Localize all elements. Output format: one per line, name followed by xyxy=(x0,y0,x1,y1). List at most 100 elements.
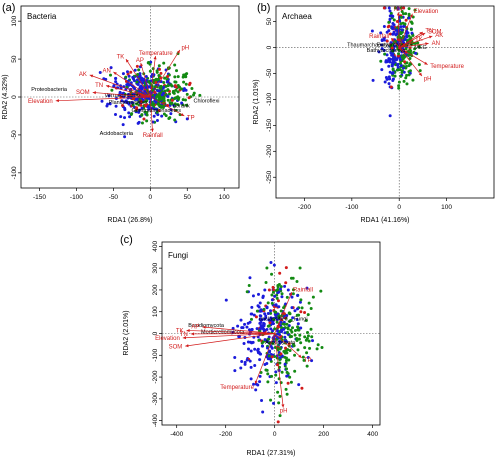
sample-point xyxy=(392,55,396,59)
sample-point xyxy=(140,121,144,125)
sample-point xyxy=(113,113,117,117)
sample-point xyxy=(176,95,180,99)
sample-point xyxy=(285,392,289,396)
x-tick-label: 200 xyxy=(318,431,329,438)
sample-point xyxy=(291,326,295,330)
sample-point xyxy=(270,293,274,297)
sample-point xyxy=(280,292,284,296)
env-arrow-label: Rainfall xyxy=(143,133,163,139)
sample-point xyxy=(283,339,287,343)
sample-point xyxy=(150,75,154,79)
sample-point xyxy=(184,75,188,79)
sample-point xyxy=(285,367,289,371)
sample-point xyxy=(246,347,250,351)
sample-point xyxy=(405,34,409,38)
env-arrowhead xyxy=(281,404,285,408)
sample-point xyxy=(303,346,307,350)
x-tick-label: 100 xyxy=(441,204,452,211)
sample-point xyxy=(268,321,272,325)
sample-point xyxy=(155,107,159,111)
sample-point xyxy=(416,41,420,45)
env-arrow xyxy=(149,96,153,132)
x-tick-label: 0 xyxy=(397,204,401,211)
sample-point xyxy=(243,322,247,326)
sample-point xyxy=(400,70,404,74)
sample-point xyxy=(114,76,118,80)
sample-point xyxy=(133,68,137,72)
sample-point xyxy=(391,61,395,65)
sample-point xyxy=(269,344,273,348)
sample-point xyxy=(180,87,184,91)
sample-point xyxy=(265,266,269,270)
sample-point xyxy=(258,380,262,384)
sample-point xyxy=(404,18,408,22)
sample-point xyxy=(258,358,262,362)
panel-letter: (a) xyxy=(2,2,15,14)
sample-point xyxy=(390,25,394,29)
sample-point xyxy=(269,261,273,265)
sample-point xyxy=(243,362,247,366)
x-tick-label: -200 xyxy=(219,431,232,438)
sample-point xyxy=(190,86,194,90)
sample-point xyxy=(298,266,302,270)
env-arrow xyxy=(150,49,181,98)
panel-bacteria: (a) Bacteria RDA1 (26.8%) RDA2 (4.32%) -… xyxy=(2,2,240,224)
sample-point xyxy=(269,309,273,313)
env-arrowhead xyxy=(113,71,117,76)
y-tick-label: 50 xyxy=(266,18,273,26)
sample-point xyxy=(242,341,246,345)
sample-point xyxy=(288,319,292,323)
sample-point xyxy=(147,107,151,111)
env-arrowhead xyxy=(408,40,413,44)
sample-point xyxy=(382,36,386,40)
sample-point xyxy=(105,104,109,108)
sample-point xyxy=(284,266,288,270)
sample-point xyxy=(158,67,162,71)
sample-point xyxy=(127,111,131,115)
sample-point xyxy=(166,95,170,99)
sample-point xyxy=(155,110,159,114)
sample-point xyxy=(260,344,264,348)
x-axis-label: RDA1 (27.31%) xyxy=(246,450,295,457)
sample-point xyxy=(247,328,251,332)
sample-point xyxy=(261,296,265,300)
sample-point xyxy=(403,38,407,42)
sample-point xyxy=(224,298,228,302)
env-arrowhead xyxy=(182,336,187,340)
sample-point xyxy=(272,318,276,322)
sample-point xyxy=(305,351,309,355)
sample-point xyxy=(121,123,125,127)
sample-point xyxy=(123,135,127,139)
env-arrow xyxy=(105,85,151,98)
sample-point xyxy=(130,112,134,116)
x-tick-label: -200 xyxy=(298,204,311,211)
species-label: Planctomycetes xyxy=(109,100,148,106)
sample-point xyxy=(145,119,149,123)
sample-point xyxy=(306,313,310,317)
sample-point xyxy=(409,27,413,31)
sample-point xyxy=(278,287,282,291)
sample-point xyxy=(251,294,255,298)
sample-point xyxy=(271,329,275,333)
sample-point xyxy=(170,98,174,102)
sample-point xyxy=(297,383,301,387)
sample-point xyxy=(275,296,279,300)
sample-point xyxy=(277,316,281,320)
sample-point xyxy=(137,120,141,124)
y-tick-label: -100 xyxy=(152,348,159,361)
sample-point xyxy=(396,54,400,58)
sample-point xyxy=(286,381,290,385)
sample-point xyxy=(288,375,292,379)
sample-point xyxy=(265,305,269,309)
sample-point xyxy=(247,284,251,288)
sample-point xyxy=(250,328,254,332)
sample-point xyxy=(388,32,392,36)
sample-point xyxy=(263,328,267,332)
sample-point xyxy=(399,32,403,36)
env-arrowhead xyxy=(396,12,400,16)
sample-point xyxy=(137,68,141,72)
x-tick-label: -50 xyxy=(109,194,119,201)
sample-point xyxy=(296,294,300,298)
sample-point xyxy=(272,401,276,405)
sample-point xyxy=(291,316,295,320)
